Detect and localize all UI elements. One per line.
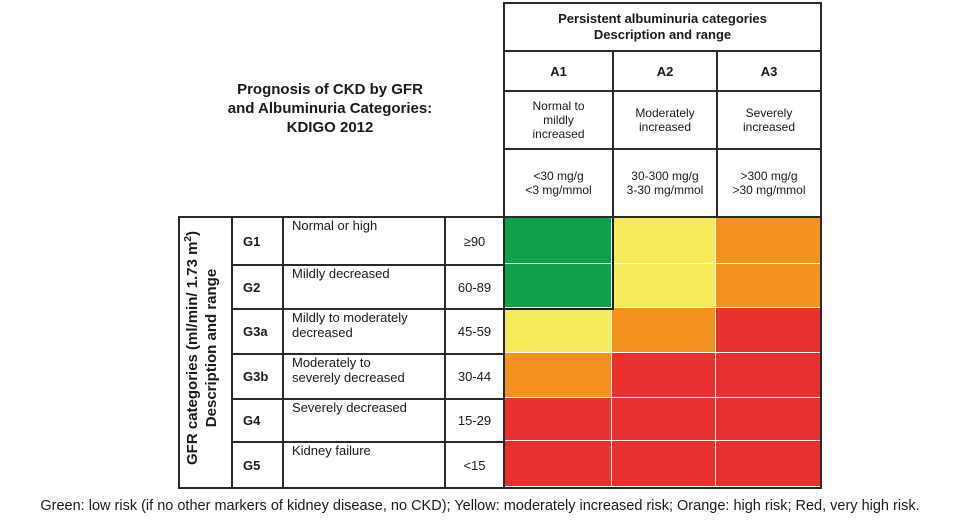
gfr-code-G1: G1 xyxy=(231,216,284,266)
albuminuria-range-A1-line-1: <30 mg/g xyxy=(533,169,584,183)
gfr-desc-G3a-line-1: Mildly to moderately xyxy=(292,310,408,325)
gfr-range-G3b: 30-44 xyxy=(444,353,505,400)
gfr-desc-G3a: Mildly to moderately decreased xyxy=(282,308,446,355)
gfr-desc-G5-line-1: Kidney failure xyxy=(292,443,371,458)
albuminuria-range-A3: >300 mg/g >30 mg/mmol xyxy=(716,148,822,218)
risk-cell-G2-A2 xyxy=(612,264,716,308)
albuminuria-code-A2: A2 xyxy=(612,50,718,92)
gfr-desc-G2: Mildly decreased xyxy=(282,264,446,310)
risk-cell-G3b-A2 xyxy=(612,353,716,398)
gfr-range-G5: <15 xyxy=(444,441,505,489)
title-line-2: and Albuminuria Categories: xyxy=(227,100,433,117)
gfr-desc-G3b: Moderately to severely decreased xyxy=(282,353,446,400)
albuminuria-desc-A2-line-2: increased xyxy=(638,120,692,134)
albuminuria-range-A3-line-1: >300 mg/g xyxy=(740,169,798,183)
albuminuria-range-A2: 30-300 mg/g 3-30 mg/mmol xyxy=(612,148,718,218)
legend-caption: Green: low risk (if no other markers of … xyxy=(40,498,920,514)
gfr-side-label-line1: GFR categories (ml/min/ 1.73 m xyxy=(184,241,201,465)
gfr-range-G2: 60-89 xyxy=(444,264,505,310)
gfr-desc-G3a-line-2: decreased xyxy=(292,325,353,340)
risk-grid-border xyxy=(503,216,822,489)
albuminuria-range-A2-line-2: 3-30 mg/mmol xyxy=(626,183,704,197)
title-line-1: Prognosis of CKD by GFR xyxy=(237,81,423,98)
risk-cell-G3a-A2 xyxy=(612,308,716,353)
albuminuria-code-A1: A1 xyxy=(503,50,614,92)
gfr-side-label-close: ) xyxy=(184,231,201,237)
albuminuria-desc-A3-line-2: increased xyxy=(742,120,796,134)
risk-cell-G3b-A3 xyxy=(716,353,822,398)
risk-cell-G3a-A3 xyxy=(716,308,822,353)
risk-cell-G4-A2 xyxy=(612,398,716,441)
risk-cell-G2-A1 xyxy=(503,264,612,308)
gfr-desc-G3b-line-2: severely decreased xyxy=(292,370,405,385)
gfr-range-G1: ≥90 xyxy=(444,216,505,266)
figure-title: Prognosis of CKD by GFR and Albuminuria … xyxy=(180,80,480,137)
risk-cell-G4-A1 xyxy=(503,398,612,441)
albuminuria-range-A1-line-2: <3 mg/mmol xyxy=(525,183,592,197)
gfr-side-label-line2: Description and range xyxy=(203,268,220,428)
albuminuria-range-A3-line-2: >30 mg/mmol xyxy=(732,183,806,197)
gfr-code-G4: G4 xyxy=(231,398,284,443)
gfr-desc-G2-line-1: Mildly decreased xyxy=(292,266,390,281)
gfr-code-G2: G2 xyxy=(231,264,284,310)
albuminuria-desc-A1-line-1: Normal to xyxy=(532,99,585,113)
gfr-side-label-sup: 2 xyxy=(183,236,194,242)
risk-cell-G1-A1 xyxy=(503,216,612,264)
risk-cell-G5-A2 xyxy=(612,441,716,487)
albuminuria-header-title: Persistent albuminuria categories Descrip… xyxy=(503,2,822,52)
risk-cell-G4-A3 xyxy=(716,398,822,441)
gfr-desc-G1: Normal or high xyxy=(282,216,446,266)
albuminuria-desc-A2: Moderately increased xyxy=(612,90,718,150)
albuminuria-range-A2-line-1: 30-300 mg/g xyxy=(631,169,699,183)
risk-cell-G3a-A1 xyxy=(503,308,612,353)
albuminuria-header-line-2: Description and range xyxy=(593,27,732,42)
gfr-desc-G4-line-1: Severely decreased xyxy=(292,400,407,415)
risk-cell-G5-A3 xyxy=(716,441,822,487)
gfr-desc-G3b-line-1: Moderately to xyxy=(292,355,371,370)
gfr-range-G4: 15-29 xyxy=(444,398,505,443)
albuminuria-desc-A1-line-3: increased xyxy=(532,127,585,141)
title-line-3: KDIGO 2012 xyxy=(286,119,374,136)
risk-cell-G3b-A1 xyxy=(503,353,612,398)
albuminuria-header-line-1: Persistent albuminuria categories xyxy=(558,11,767,26)
risk-cell-G5-A1 xyxy=(503,441,612,487)
albuminuria-range-A1: <30 mg/g <3 mg/mmol xyxy=(503,148,614,218)
gfr-side-label: GFR categories (ml/min/ 1.73 m2) Descrip… xyxy=(179,231,221,465)
albuminuria-desc-A1-line-2: mildly xyxy=(543,113,574,127)
gfr-desc-G1-line-1: Normal or high xyxy=(292,218,378,233)
gfr-code-G5: G5 xyxy=(231,441,284,489)
albuminuria-desc-A3-line-1: Severely xyxy=(745,106,793,120)
albuminuria-desc-A2-line-1: Moderately xyxy=(635,106,695,120)
risk-cell-G1-A2 xyxy=(612,216,716,264)
gfr-code-G3a: G3a xyxy=(231,308,284,355)
albuminuria-desc-A1: Normal to mildly increased xyxy=(503,90,614,150)
gfr-desc-G5: Kidney failure xyxy=(282,441,446,489)
gfr-code-G3b: G3b xyxy=(231,353,284,400)
albuminuria-desc-A3: Severely increased xyxy=(716,90,822,150)
albuminuria-code-A3: A3 xyxy=(716,50,822,92)
gfr-range-G3a: 45-59 xyxy=(444,308,505,355)
gfr-desc-G4: Severely decreased xyxy=(282,398,446,443)
